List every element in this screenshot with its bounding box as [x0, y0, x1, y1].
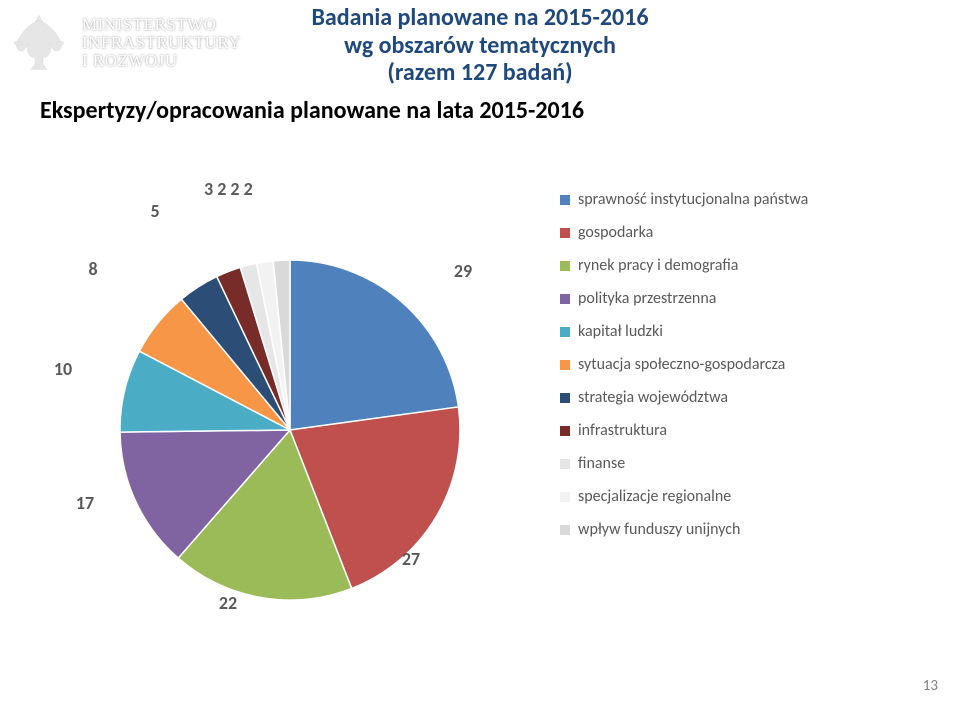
legend: sprawność instytucjonalna państwa gospoda…: [560, 190, 808, 553]
legend-item: rynek pracy i demografia: [560, 256, 808, 275]
top-small-labels: 3 2 2 2: [204, 178, 253, 200]
legend-item: kapitał ludzki: [560, 322, 808, 341]
legend-item: strategia województwa: [560, 388, 808, 407]
legend-swatch: [560, 195, 570, 205]
legend-swatch: [560, 393, 570, 403]
legend-swatch: [560, 459, 570, 469]
legend-label: finanse: [578, 454, 625, 473]
legend-item: infrastruktura: [560, 421, 808, 440]
legend-swatch: [560, 360, 570, 370]
slice-value-label: 17: [70, 492, 100, 514]
subtitle: Ekspertyzy/opracowania planowane na lata…: [40, 96, 584, 125]
legend-label: gospodarka: [578, 223, 653, 242]
legend-label: sprawność instytucjonalna państwa: [578, 190, 808, 209]
legend-label: strategia województwa: [578, 388, 728, 407]
legend-swatch: [560, 426, 570, 436]
legend-label: specjalizacje regionalne: [578, 487, 731, 506]
legend-label: infrastruktura: [578, 421, 667, 440]
legend-swatch: [560, 492, 570, 502]
legend-label: rynek pracy i demografia: [578, 256, 738, 275]
pie-chart: 3 2 2 2 292722171085: [40, 160, 520, 600]
legend-swatch: [560, 525, 570, 535]
pie-svg: [80, 220, 500, 640]
legend-swatch: [560, 228, 570, 238]
legend-swatch: [560, 261, 570, 271]
pie-slice: [290, 260, 458, 430]
legend-item: polityka przestrzenna: [560, 289, 808, 308]
legend-label: kapitał ludzki: [578, 322, 663, 341]
legend-item: sytuacja społeczno-gospodarcza: [560, 355, 808, 374]
legend-item: specjalizacje regionalne: [560, 487, 808, 506]
legend-label: wpływ funduszy unijnych: [578, 520, 740, 539]
title-line2: wg obszarów tematycznych: [0, 32, 960, 60]
legend-item: wpływ funduszy unijnych: [560, 520, 808, 539]
slice-value-label: 27: [396, 548, 426, 570]
legend-item: finanse: [560, 454, 808, 473]
legend-item: sprawność instytucjonalna państwa: [560, 190, 808, 209]
title-line1: Badania planowane na 2015-2016: [0, 4, 960, 32]
slice-value-label: 10: [48, 358, 78, 380]
page-title: Badania planowane na 2015-2016 wg obszar…: [0, 4, 960, 87]
slice-value-label: 22: [213, 592, 243, 614]
legend-swatch: [560, 294, 570, 304]
title-line3: (razem 127 badań): [0, 59, 960, 87]
slice-value-label: 5: [140, 200, 170, 222]
legend-swatch: [560, 327, 570, 337]
slice-value-label: 29: [448, 260, 478, 282]
page-number: 13: [923, 677, 938, 695]
slice-value-label: 8: [78, 258, 108, 280]
legend-label: polityka przestrzenna: [578, 289, 716, 308]
legend-item: gospodarka: [560, 223, 808, 242]
legend-label: sytuacja społeczno-gospodarcza: [578, 355, 785, 374]
